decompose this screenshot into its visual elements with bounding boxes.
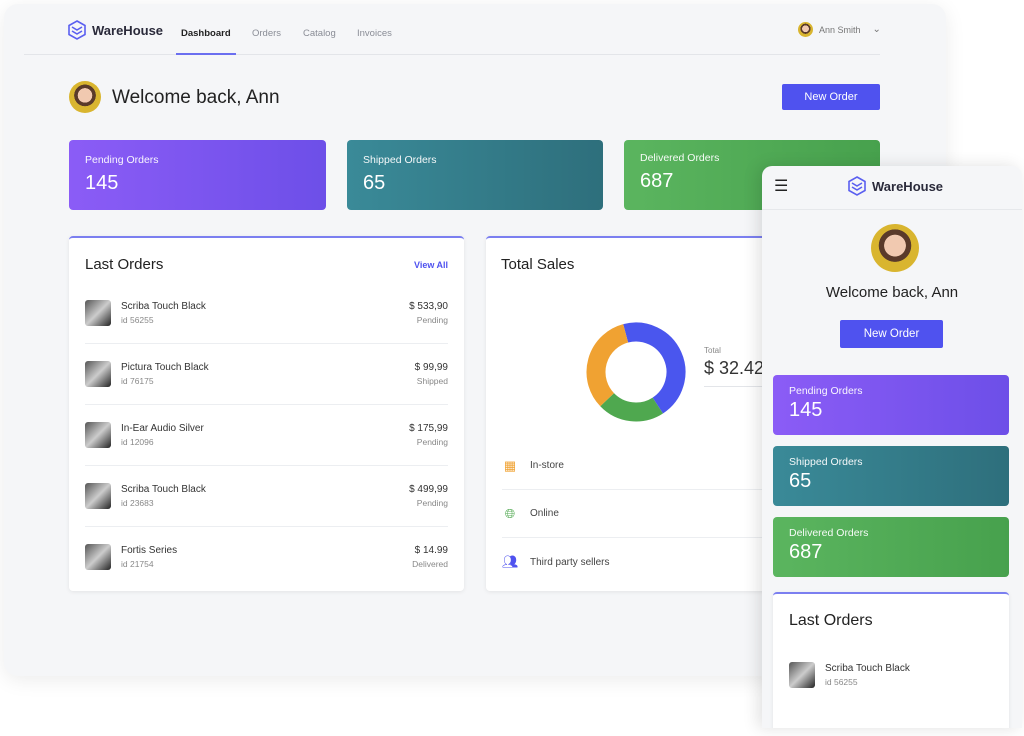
tab-catalog[interactable]: Catalog bbox=[303, 28, 336, 39]
list-item[interactable]: Scriba Touch Black id 56255 bbox=[789, 644, 993, 706]
product-name: Scriba Touch Black bbox=[121, 483, 206, 495]
last-orders-title: Last Orders bbox=[85, 256, 164, 273]
legend-label: In-store bbox=[530, 460, 564, 471]
legend-in-store: ▦ In-store bbox=[502, 442, 786, 490]
stat-label: Pending Orders bbox=[85, 154, 159, 166]
welcome-heading: Welcome back, Ann bbox=[825, 284, 959, 301]
stat-value: 145 bbox=[789, 399, 823, 421]
tab-dashboard[interactable]: Dashboard bbox=[181, 28, 231, 39]
welcome-heading: Welcome back, Ann bbox=[112, 87, 280, 108]
product-thumbnail bbox=[85, 421, 111, 448]
user-menu[interactable]: Ann Smith ⌄ bbox=[798, 22, 881, 37]
stat-card-shipped[interactable]: Shipped Orders 65 bbox=[347, 140, 603, 210]
legend-label: Online bbox=[530, 508, 559, 519]
stat-label: Shipped Orders bbox=[789, 456, 863, 468]
stat-label: Pending Orders bbox=[789, 385, 863, 397]
header-divider bbox=[762, 209, 1022, 210]
order-price: $ 14.99 bbox=[414, 545, 448, 556]
people-icon: 👥︎ bbox=[502, 554, 519, 569]
stat-value: 687 bbox=[789, 541, 823, 563]
welcome-avatar bbox=[69, 81, 101, 113]
stat-card-delivered[interactable]: Delivered Orders 687 bbox=[773, 517, 1009, 577]
warehouse-logo-icon bbox=[68, 20, 86, 40]
product-name: Scriba Touch Black bbox=[825, 663, 910, 674]
product-thumbnail bbox=[85, 299, 111, 326]
stat-value: 65 bbox=[363, 172, 386, 194]
order-status: Shipped bbox=[416, 375, 448, 386]
product-id: id 76175 bbox=[121, 375, 154, 386]
product-name: Pictura Touch Black bbox=[121, 361, 209, 373]
warehouse-logo-icon bbox=[848, 176, 866, 196]
legend-label: Third party sellers bbox=[530, 556, 610, 568]
table-row[interactable]: Pictura Touch Black id 76175 $ 99,99 Shipp… bbox=[85, 343, 448, 405]
total-label: Total bbox=[704, 346, 721, 355]
stat-card-pending[interactable]: Pending Orders 145 bbox=[69, 140, 326, 210]
product-name: Fortis Series bbox=[121, 545, 178, 556]
nav-divider bbox=[24, 54, 880, 55]
new-order-button[interactable]: New Order bbox=[782, 84, 880, 110]
hamburger-menu-icon[interactable]: ☰ bbox=[774, 178, 789, 195]
donut-segment-third-party-sellers bbox=[586, 324, 629, 407]
total-sales-title: Total Sales bbox=[501, 256, 575, 273]
legend-online: 🌐︎ Online bbox=[502, 490, 786, 538]
stat-value: 145 bbox=[85, 172, 119, 194]
chevron-down-icon: ⌄ bbox=[872, 24, 881, 35]
total-sales-panel: Total Sales Total $ 32.42 ▦ In-store 🌐︎ On… bbox=[486, 236, 786, 591]
brand-name: WareHouse bbox=[872, 178, 944, 194]
product-id: id 56255 bbox=[121, 314, 154, 325]
order-price: $ 533,90 bbox=[409, 300, 448, 312]
stat-label: Delivered Orders bbox=[640, 152, 720, 164]
product-thumbnail bbox=[789, 662, 815, 688]
stat-card-pending[interactable]: Pending Orders 145 bbox=[773, 375, 1009, 435]
mobile-dashboard: ☰ WareHouse Welcome back, Ann New Order … bbox=[762, 166, 1022, 728]
view-all-link[interactable]: View All bbox=[413, 260, 448, 270]
stat-label: Delivered Orders bbox=[789, 527, 869, 539]
user-avatar bbox=[798, 22, 813, 37]
tab-invoices[interactable]: Invoices bbox=[357, 28, 392, 39]
welcome-avatar bbox=[871, 224, 919, 272]
product-id: id 23683 bbox=[121, 497, 154, 508]
order-status: Pending bbox=[416, 436, 448, 447]
table-row[interactable]: In-Ear Audio Silver id 12096 $ 175,99 Pend… bbox=[85, 404, 448, 466]
last-orders-title: Last Orders bbox=[789, 612, 873, 629]
brand-name: WareHouse bbox=[92, 22, 164, 38]
tab-orders[interactable]: Orders bbox=[252, 28, 282, 39]
table-row[interactable]: Fortis Series id 21754 $ 14.99 Delivered bbox=[85, 526, 448, 588]
order-price: $ 499,99 bbox=[409, 483, 448, 495]
stat-value: 687 bbox=[640, 170, 674, 192]
user-name: Ann Smith bbox=[819, 24, 861, 35]
donut-segment-online bbox=[623, 322, 686, 414]
store-icon: ▦ bbox=[503, 457, 517, 473]
order-status: Delivered bbox=[412, 559, 448, 569]
product-id: id 56255 bbox=[825, 677, 858, 687]
globe-icon: 🌐︎ bbox=[504, 505, 516, 521]
product-id: id 12096 bbox=[121, 436, 154, 447]
product-thumbnail bbox=[85, 360, 111, 387]
new-order-button[interactable]: New Order bbox=[840, 320, 943, 348]
brand-logo[interactable]: WareHouse bbox=[68, 20, 163, 40]
product-thumbnail bbox=[85, 544, 111, 570]
divider bbox=[704, 386, 784, 387]
total-value: $ 32.42 bbox=[704, 358, 765, 378]
product-id: id 21754 bbox=[121, 559, 154, 569]
product-thumbnail bbox=[85, 482, 111, 509]
active-tab-indicator bbox=[176, 53, 236, 55]
legend-third-party: 👥︎ Third party sellers bbox=[502, 538, 786, 586]
donut-segment-in-store bbox=[600, 392, 663, 422]
stat-label: Shipped Orders bbox=[363, 154, 437, 166]
order-status: Pending bbox=[416, 314, 448, 325]
last-orders-panel: Last Orders View All Scriba Touch Black i… bbox=[69, 236, 464, 591]
stat-card-shipped[interactable]: Shipped Orders 65 bbox=[773, 446, 1009, 506]
order-status: Pending bbox=[416, 497, 448, 508]
mobile-last-orders-panel: Last Orders Scriba Touch Black id 56255 bbox=[773, 592, 1009, 728]
order-price: $ 175,99 bbox=[409, 422, 448, 434]
table-row[interactable]: Scriba Touch Black id 23683 $ 499,99 Pendi… bbox=[85, 465, 448, 527]
stat-value: 65 bbox=[789, 470, 812, 492]
table-row[interactable]: Scriba Touch Black id 56255 $ 533,90 Pendi… bbox=[85, 282, 448, 344]
brand-logo[interactable]: WareHouse bbox=[848, 176, 943, 196]
product-name: Scriba Touch Black bbox=[121, 300, 206, 312]
sales-donut-chart bbox=[586, 322, 686, 422]
order-price: $ 99,99 bbox=[414, 361, 448, 373]
product-name: In-Ear Audio Silver bbox=[121, 422, 204, 434]
